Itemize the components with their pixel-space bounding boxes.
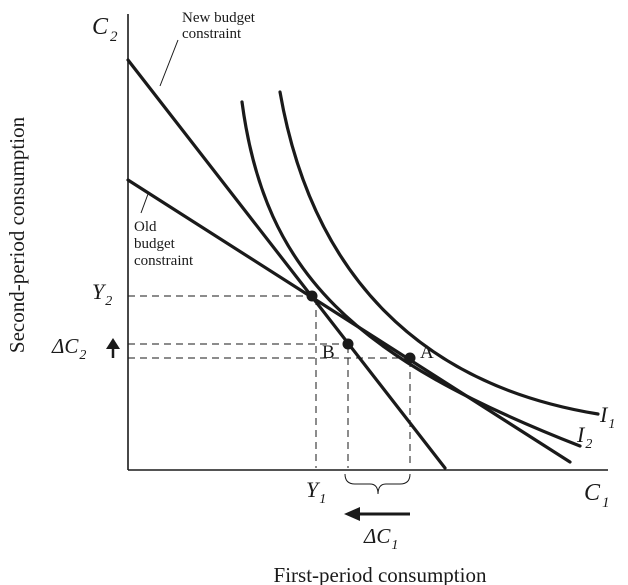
- x-axis-title: First-period consumption: [274, 563, 487, 585]
- old-budget-constraint-line: [126, 178, 572, 464]
- i1-label: I1: [599, 402, 615, 432]
- delta-c1-label: ΔC1: [363, 524, 398, 553]
- new-budget-constraint-line: [126, 58, 447, 470]
- delta-c1-brace: [344, 473, 411, 495]
- delta-c1-arrow-head: [344, 507, 360, 521]
- delta-c2-arrow-head: [106, 338, 120, 349]
- delta-c2-label: ΔC2: [51, 334, 86, 363]
- indifference-curve-i2: [240, 100, 582, 448]
- point-y-intersection: [306, 290, 318, 302]
- old-budget-leader-line: [140, 193, 149, 214]
- point-a-label: A: [420, 342, 434, 363]
- y-axis-title: Second-period consumption: [5, 116, 29, 353]
- point-a: [404, 352, 416, 364]
- point-b: [342, 338, 354, 350]
- point-b-label: B: [322, 342, 335, 363]
- new-budget-leader-line: [159, 39, 179, 87]
- new-budget-constraint-label: New budget constraint: [182, 10, 259, 42]
- y1-label: Y1: [306, 477, 326, 507]
- indifference-curve-i1: [278, 90, 600, 416]
- y2-label: Y2: [92, 279, 112, 309]
- i2-label: I2: [576, 422, 592, 452]
- old-budget-constraint-label: Old budget constraint: [134, 219, 194, 269]
